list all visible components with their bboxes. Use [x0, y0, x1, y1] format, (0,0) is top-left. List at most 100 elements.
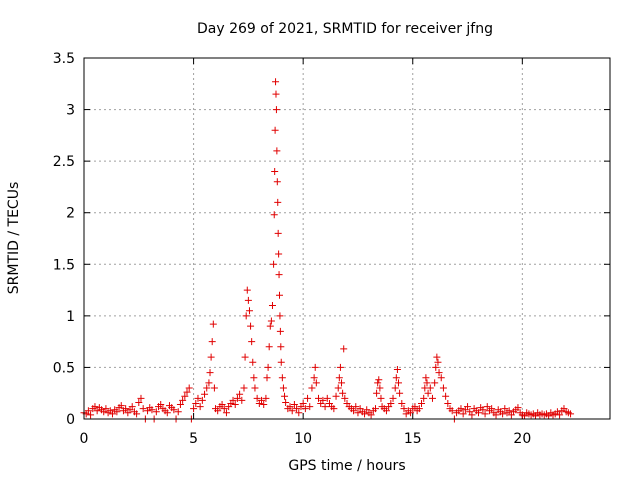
- data-point: [376, 384, 384, 392]
- data-point: [341, 394, 349, 402]
- data-point: [271, 167, 279, 175]
- data-point: [210, 384, 218, 392]
- y-tick-label: 3: [66, 103, 75, 119]
- data-point: [335, 374, 343, 382]
- data-point: [222, 409, 230, 417]
- data-point: [350, 407, 358, 415]
- x-tick-label: 0: [80, 431, 89, 447]
- data-point: [439, 384, 447, 392]
- data-point: [437, 374, 445, 382]
- data-point: [299, 400, 307, 408]
- data-point: [274, 229, 282, 237]
- data-point: [332, 392, 340, 400]
- data-point: [334, 384, 342, 392]
- data-point: [209, 320, 217, 328]
- data-point: [306, 403, 314, 411]
- data-point: [128, 403, 136, 411]
- data-point: [354, 409, 362, 417]
- data-point: [190, 405, 198, 413]
- data-point: [218, 401, 226, 409]
- data-point: [264, 363, 272, 371]
- data-point: [176, 401, 184, 409]
- data-point: [428, 394, 436, 402]
- data-point: [288, 407, 296, 415]
- data-point: [238, 396, 246, 404]
- data-point: [301, 405, 309, 413]
- data-point: [282, 398, 290, 406]
- data-point: [464, 403, 472, 411]
- data-point: [483, 403, 491, 411]
- data-point: [457, 405, 465, 413]
- data-point: [501, 405, 509, 413]
- data-point: [91, 403, 99, 411]
- data-point: [426, 384, 434, 392]
- data-point: [423, 379, 431, 387]
- data-point: [323, 394, 331, 402]
- data-point: [205, 379, 213, 387]
- plot-area-border: [83, 57, 611, 420]
- data-point: [267, 317, 275, 325]
- x-tick-label: 15: [404, 431, 422, 447]
- data-point: [276, 327, 284, 335]
- data-point: [84, 407, 92, 415]
- data-point: [229, 396, 237, 404]
- data-point: [290, 401, 298, 409]
- axis-ticks: 0 0.5 1 1.5 2 2.5 3 3.5 0 5 10 15 20: [53, 51, 610, 447]
- data-point: [174, 408, 182, 416]
- data-point: [382, 407, 390, 415]
- data-point: [424, 389, 432, 397]
- data-point: [340, 345, 348, 353]
- data-point: [433, 353, 441, 361]
- data-point: [102, 405, 110, 413]
- data-point: [475, 409, 482, 417]
- data-point: [286, 403, 294, 411]
- data-point: [152, 408, 160, 416]
- data-point: [398, 400, 406, 408]
- data-point: [113, 408, 121, 416]
- data-point: [214, 407, 222, 415]
- data-point: [396, 389, 404, 397]
- data-point: [422, 374, 430, 382]
- data-point: [361, 410, 369, 418]
- data-point: [459, 410, 467, 418]
- data-point: [251, 384, 259, 392]
- data-point: [400, 405, 408, 413]
- data-point: [311, 363, 319, 371]
- data-point: [233, 394, 241, 402]
- y-tick-label: 2: [66, 206, 75, 222]
- data-point: [556, 411, 564, 419]
- y-tick-label: 0: [66, 412, 75, 428]
- data-point: [277, 343, 285, 351]
- data-point: [270, 260, 278, 268]
- x-tick-label: 10: [294, 431, 312, 447]
- data-point: [411, 403, 419, 411]
- data-point: [281, 392, 289, 400]
- data-point: [278, 374, 286, 382]
- y-tick-label: 0.5: [53, 360, 75, 376]
- data-point: [108, 410, 116, 418]
- data-point: [339, 389, 347, 397]
- data-point: [272, 78, 280, 86]
- data-point: [273, 147, 281, 155]
- data-point: [434, 358, 442, 366]
- data-point: [192, 400, 200, 408]
- data-point: [266, 322, 274, 330]
- data-point: [198, 396, 206, 404]
- data-point: [392, 374, 400, 382]
- data-point: [265, 343, 273, 351]
- data-point: [263, 374, 271, 382]
- data-point: [444, 400, 452, 408]
- data-point: [389, 394, 397, 402]
- data-point: [157, 401, 165, 409]
- data-point: [272, 90, 280, 98]
- data-point: [275, 291, 283, 299]
- data-point: [274, 198, 282, 206]
- data-point: [203, 384, 211, 392]
- data-point: [375, 376, 383, 384]
- data-point: [196, 403, 204, 411]
- data-point: [435, 369, 443, 377]
- data-point: [170, 406, 178, 414]
- data-point: [253, 394, 261, 402]
- data-point: [481, 410, 489, 418]
- data-point: [270, 211, 278, 219]
